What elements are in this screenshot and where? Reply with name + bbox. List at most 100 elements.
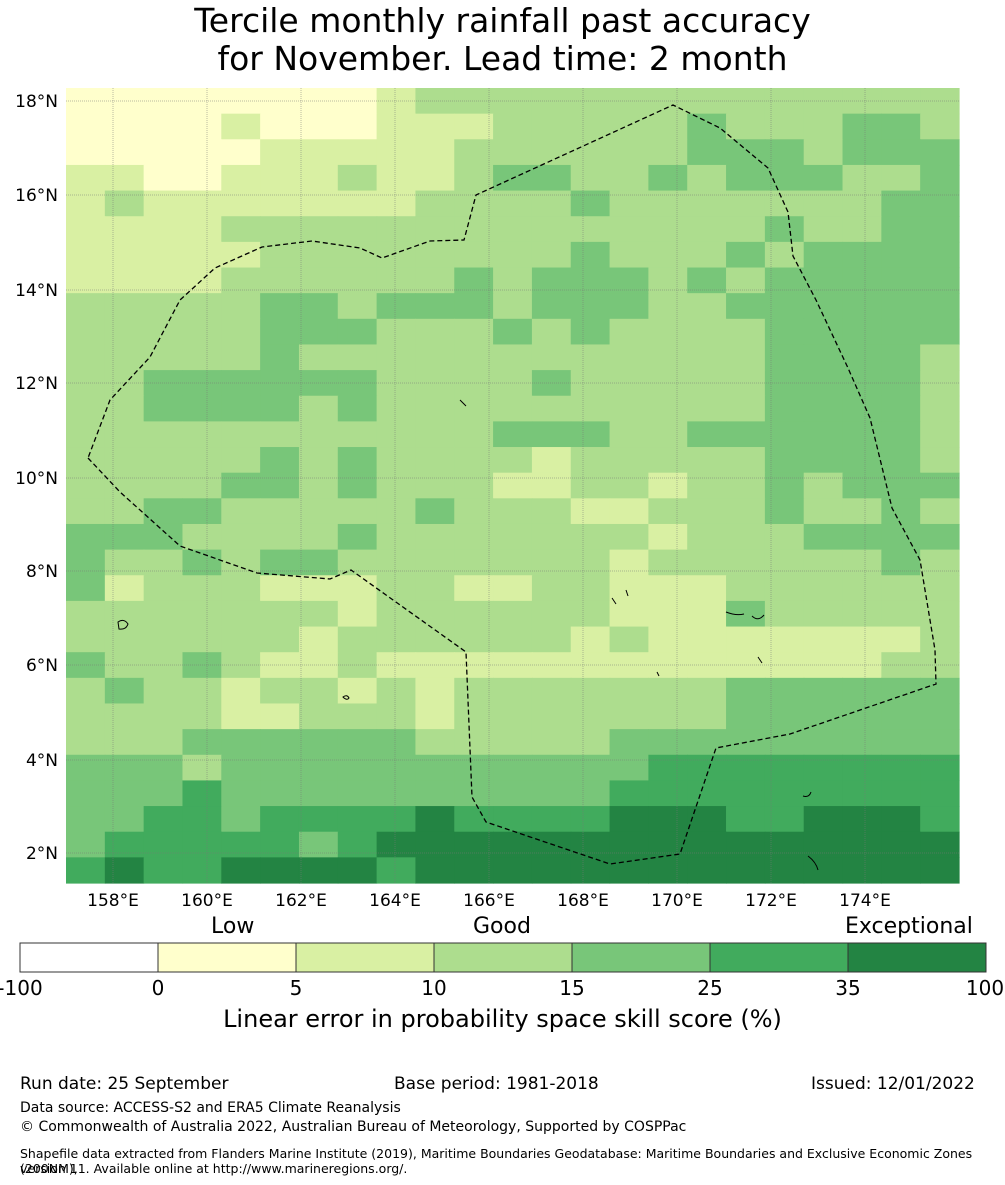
grid-cell	[298, 318, 339, 346]
longitude-label: 160°E	[181, 891, 233, 911]
grid-cell	[609, 806, 649, 833]
grid-cell	[376, 549, 417, 576]
grid-cell	[66, 703, 106, 730]
grid-cell	[66, 190, 106, 217]
grid-cell	[454, 344, 494, 371]
colorbar-tick-label: 10	[421, 976, 447, 1000]
grid-cell	[842, 216, 882, 243]
grid-cell	[842, 575, 882, 602]
grid-cell	[881, 267, 921, 294]
grid-cell	[687, 498, 727, 525]
grid-cell	[337, 88, 378, 115]
grid-cell	[260, 113, 300, 140]
grid-cell	[493, 139, 533, 166]
grid-cell	[648, 780, 688, 807]
grid-cell	[66, 421, 106, 448]
colorbar-segment	[295, 942, 435, 973]
grid-cell	[803, 575, 844, 602]
grid-cell	[104, 344, 145, 371]
grid-cell	[337, 652, 378, 679]
grid-cell	[920, 216, 960, 243]
grid-cell	[260, 626, 300, 653]
colorbar-tick-label: 0	[151, 976, 165, 1000]
grid-cell	[66, 780, 106, 807]
grid-cell	[221, 139, 261, 166]
grid-cell	[143, 677, 184, 705]
grid-cell	[298, 447, 339, 474]
grid-cell	[376, 523, 417, 551]
grid-cell	[376, 113, 417, 140]
grid-cell	[493, 395, 533, 422]
colorbar-label-exceptional: Exceptional	[845, 914, 973, 939]
longitude-label: 162°E	[275, 891, 327, 911]
grid-cell	[376, 600, 417, 628]
grid-cell	[182, 293, 222, 320]
grid-cell	[298, 677, 339, 705]
grid-cell	[687, 241, 727, 269]
grid-cell	[493, 549, 533, 576]
grid-cell	[726, 549, 766, 576]
grid-cell	[454, 241, 494, 269]
grid-cell	[764, 139, 805, 166]
grid-cell	[260, 677, 300, 705]
grid-cell	[298, 344, 339, 371]
grid-cell	[182, 164, 222, 192]
grid-cell	[182, 139, 222, 166]
grid-cell	[531, 113, 572, 140]
grid-cell	[66, 318, 106, 346]
grid-cell	[376, 652, 417, 679]
grid-cell	[609, 370, 649, 397]
grid-cell	[764, 703, 805, 730]
grid-cell	[803, 549, 844, 576]
grid-cell	[260, 216, 300, 243]
grid-cell	[415, 600, 455, 628]
grid-cell	[609, 780, 649, 807]
grid-cell	[609, 575, 649, 602]
grid-cell	[337, 472, 378, 499]
grid-cell	[570, 113, 611, 140]
grid-cell	[803, 267, 844, 294]
grid-cell	[454, 523, 494, 551]
grid-cell	[531, 754, 572, 782]
grid-cell	[221, 523, 261, 551]
grid-cell	[726, 703, 766, 730]
grid-cell	[221, 857, 261, 884]
grid-cell	[764, 164, 805, 192]
grid-cell	[803, 241, 844, 269]
grid-cell	[803, 652, 844, 679]
grid-cell	[337, 600, 378, 628]
grid-cell	[842, 421, 882, 448]
grid-cell	[415, 139, 455, 166]
grid-cell	[803, 88, 844, 115]
grid-cell	[920, 318, 960, 346]
grid-cell	[726, 267, 766, 294]
grid-cell	[609, 729, 649, 756]
grid-cell	[104, 831, 145, 858]
grid-cell	[182, 344, 222, 371]
grid-cell	[570, 600, 611, 628]
grid-cell	[221, 344, 261, 371]
grid-cell	[376, 267, 417, 294]
grid-cell	[648, 190, 688, 217]
grid-cell	[260, 472, 300, 499]
grid-cell	[803, 806, 844, 833]
grid-cell	[104, 652, 145, 679]
grid-cell	[182, 677, 222, 705]
grid-cell	[764, 523, 805, 551]
grid-cell	[842, 241, 882, 269]
grid-cell	[493, 677, 533, 705]
grid-cell	[687, 318, 727, 346]
grid-cell	[182, 703, 222, 730]
grid-cell	[143, 113, 184, 140]
grid-cell	[570, 857, 611, 884]
grid-cell	[66, 498, 106, 525]
grid-cell	[182, 652, 222, 679]
grid-cell	[143, 164, 184, 192]
grid-cell	[376, 421, 417, 448]
grid-cell	[764, 754, 805, 782]
grid-cell	[260, 523, 300, 551]
grid-cell	[376, 806, 417, 833]
grid-cell	[648, 216, 688, 243]
title-line-2: for November. Lead time: 2 month	[217, 39, 788, 78]
grid-cell	[298, 216, 339, 243]
